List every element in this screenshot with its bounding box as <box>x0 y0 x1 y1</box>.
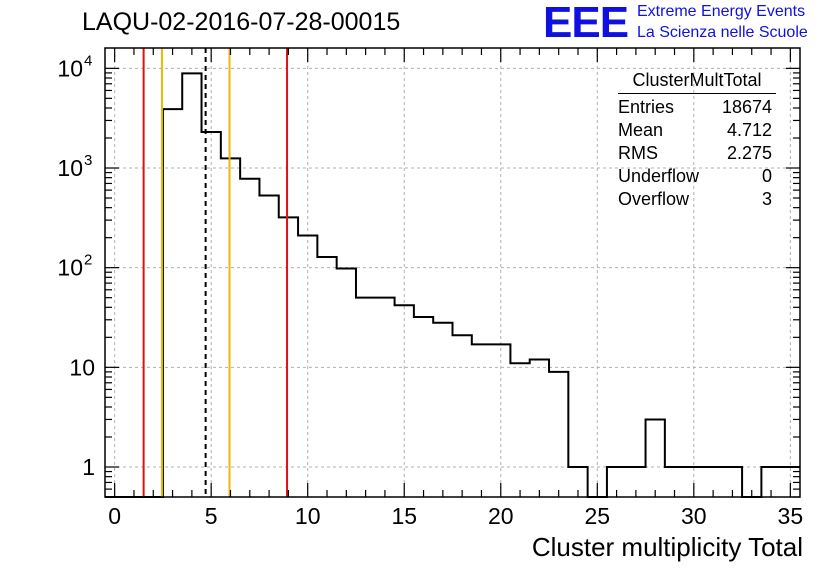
histogram-bin <box>317 257 336 497</box>
chart-title: LAQU-02-2016-07-28-00015 <box>82 8 401 36</box>
histogram-bin <box>414 317 433 497</box>
histogram-bin <box>279 217 298 497</box>
x-tick-labels: 0 5 10 15 20 25 30 35 <box>108 503 803 529</box>
y-tick-label: 10 <box>57 255 83 281</box>
histogram-bars <box>105 72 800 498</box>
histogram-bin <box>259 195 278 497</box>
stats-row: RMS 2.275 <box>610 142 780 165</box>
stats-value: 3 <box>761 189 772 209</box>
y-tick-label: 10 <box>57 55 83 81</box>
y-tick-exponent: 4 <box>84 52 92 69</box>
histogram-bin <box>182 73 201 497</box>
eee-logo: EEE <box>543 0 629 47</box>
logo-subtitle-2: La Scienza nelle Scuole <box>637 24 808 41</box>
x-tick-label: 20 <box>488 503 514 529</box>
histogram-bin <box>240 179 259 497</box>
marker-lines <box>142 48 289 497</box>
axes <box>104 47 801 498</box>
stats-row: Mean 4.712 <box>610 119 780 142</box>
histogram-outline <box>105 72 800 498</box>
histogram-bin <box>510 363 529 497</box>
stats-label: Mean <box>618 120 664 140</box>
histogram-bin <box>472 344 491 497</box>
stats-value: 18674 <box>721 97 772 117</box>
stats-label: RMS <box>618 143 658 163</box>
histogram-bin <box>375 298 394 497</box>
stats-label: Overflow <box>618 189 690 209</box>
x-tick-label: 25 <box>584 503 610 529</box>
stats-value: 4.712 <box>726 120 772 140</box>
histogram-bin <box>337 269 356 497</box>
logo-subtitle-1: Extreme Energy Events <box>637 3 806 20</box>
x-tick-label: 10 <box>295 503 321 529</box>
histogram-bin <box>530 359 549 497</box>
stats-label: Entries <box>618 97 675 117</box>
y-tick-label: 1 <box>82 454 95 480</box>
histogram-bin <box>433 323 452 497</box>
stats-row: Underflow 0 <box>610 165 780 188</box>
y-tick-exponent: 3 <box>84 152 92 169</box>
stats-row: Overflow 3 <box>610 188 780 211</box>
grid-lines <box>105 48 800 497</box>
histogram-bin <box>549 372 568 497</box>
y-tick-label: 10 <box>69 354 95 380</box>
stats-box: ClusterMultTotal Entries 18674 Mean 4.71… <box>610 70 780 211</box>
stats-value: 2.275 <box>726 143 772 163</box>
x-axis-label: Cluster multiplicity Total <box>531 532 803 562</box>
x-tick-label: 15 <box>391 503 417 529</box>
stats-row: Entries 18674 <box>610 96 780 119</box>
x-tick-label: 0 <box>108 503 121 529</box>
y-tick-label: 10 <box>57 155 83 181</box>
histogram-bin <box>163 109 182 497</box>
histogram-bin <box>453 335 472 497</box>
stats-label: Underflow <box>618 166 700 186</box>
histogram-bin <box>646 419 665 497</box>
x-tick-label: 35 <box>778 503 804 529</box>
y-tick-exponent: 2 <box>84 252 92 269</box>
stats-value: 0 <box>761 166 772 186</box>
x-tick-label: 30 <box>681 503 707 529</box>
stats-title: ClusterMultTotal <box>618 70 776 94</box>
x-tick-label: 5 <box>205 503 218 529</box>
